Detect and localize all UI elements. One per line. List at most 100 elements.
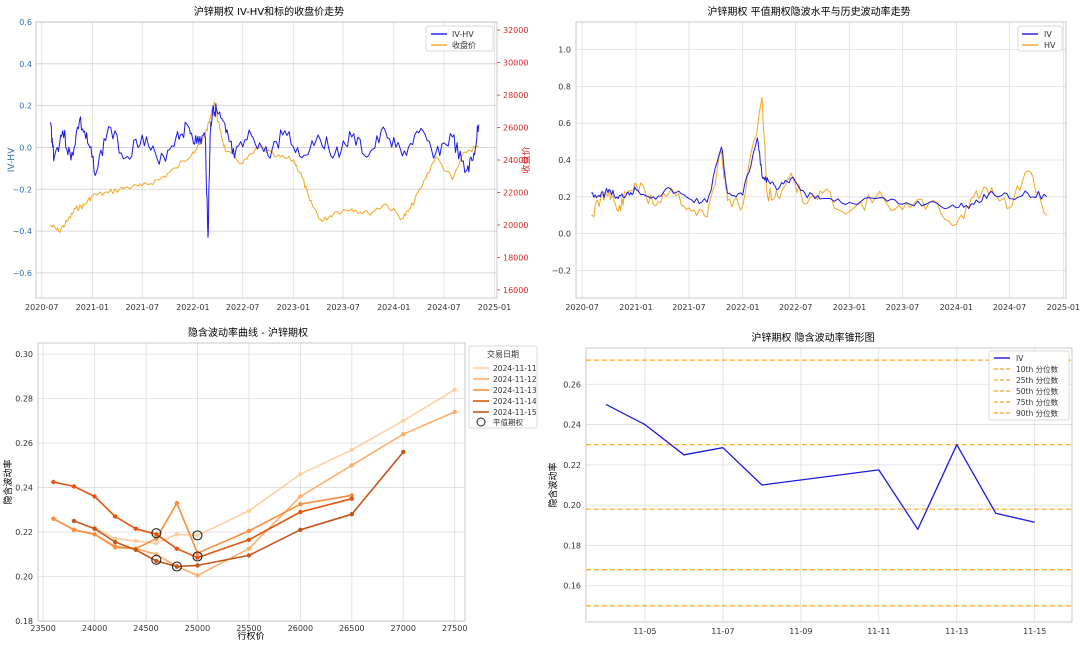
x-tick-label: 2023-07 [886, 303, 919, 312]
x-tick-label: 2025-01 [1047, 303, 1080, 312]
y2-tick-label: 26000 [503, 124, 528, 133]
x-tick-label: 2024-01 [940, 303, 973, 312]
smile-point [174, 532, 180, 537]
y2-tick-labels: 16000 18000 20000 22000 24000 26000 28000 30000… [503, 26, 528, 295]
x-tick-label: 2020-07 [25, 303, 58, 312]
x-tick-label: 2024-07 [427, 303, 460, 312]
smile-point [349, 496, 355, 501]
smile-point [246, 553, 252, 558]
x-tick-label: 2023-01 [833, 303, 866, 312]
legend-label: 2024-11-12 [493, 375, 537, 384]
series-lines [586, 359, 1072, 607]
smile-point [92, 526, 97, 531]
x-tick-label: 2021-07 [126, 303, 159, 312]
y2-tick-label: 28000 [503, 91, 528, 100]
y-tick-label: 0.2 [19, 102, 32, 111]
legend-label: 2024-11-13 [493, 386, 537, 395]
x-tick-label: 2021-07 [672, 303, 705, 312]
chart-title: 沪锌期权 平值期权隐波水平与历史波动率走势 [707, 5, 910, 18]
x-tick-labels: 23500 24000 24500 25000 25500 26000 26500 27000… [30, 624, 467, 633]
y-tick-label: 0.18 [15, 617, 33, 626]
smile-point [112, 536, 118, 541]
y-tick-label: 0.6 [558, 119, 571, 128]
y-tick-label: 1.0 [558, 46, 571, 55]
smile-point [349, 493, 355, 498]
y-tick-labels: 0.16 0.18 0.20 0.22 0.24 0.26 [563, 380, 581, 590]
legend-label: IV [1044, 30, 1052, 39]
x-tick-labels: 2020-07 2021-01 2021-07 2022-01 2022-07 2023-… [565, 303, 1080, 312]
x-axis-label: 行权价 [237, 630, 264, 642]
y-tick-label: 0.0 [19, 143, 32, 152]
y-tick-label: 0.8 [558, 82, 571, 91]
legend-label: 收盘价 [452, 40, 476, 50]
legend-label: 2024-11-11 [493, 364, 537, 373]
legend-label: 90th 分位数 [1016, 408, 1059, 418]
series-line-iv [591, 137, 1048, 210]
x-tick-label: 24500 [133, 624, 158, 633]
y-tick-label: 0.16 [563, 582, 581, 591]
smile-point [452, 387, 457, 392]
y-tick-label: 0.24 [15, 484, 33, 493]
smile-point [51, 516, 56, 521]
legend-title: 交易日期 [487, 349, 519, 359]
x-tick-label: 2022-07 [779, 303, 812, 312]
x-tick-labels: 2020-07 2021-01 2021-07 2022-01 2022-07 2023-… [25, 303, 511, 312]
grid [36, 21, 500, 298]
x-tick-label: 2023-01 [277, 303, 310, 312]
plot-frame [575, 21, 1067, 299]
x-tick-label: 2024-07 [993, 303, 1026, 312]
grid [576, 22, 1066, 298]
legend-box [468, 345, 538, 429]
x-tick-label: 11-11 [867, 627, 890, 636]
x-tick-label: 2022-01 [726, 303, 759, 312]
x-tick-label: 2022-07 [226, 303, 259, 312]
y2-tick-label: 24000 [503, 156, 528, 165]
iv-line [605, 403, 1035, 530]
smile-point [195, 563, 200, 568]
legend-label: 2024-11-14 [493, 397, 537, 406]
y-tick-label: 0.26 [563, 380, 581, 389]
chart-title: 沪锌期权 隐含波动率锥形图 [751, 331, 874, 344]
smile-point [71, 484, 77, 489]
smile-point [71, 518, 77, 524]
y-tick-label: 0.20 [563, 501, 581, 510]
x-tick-label: 2025-01 [478, 303, 511, 312]
x-tick-label: 2024-01 [377, 303, 410, 312]
smile-point [174, 500, 180, 506]
chart-title: 沪锌期权 IV-HV和标的收盘价走势 [194, 5, 344, 18]
smile-point [298, 472, 303, 477]
y-tick-label: 0.6 [19, 18, 32, 27]
smile-point [246, 537, 252, 543]
smile-point [195, 555, 200, 560]
y-tick-labels: −0.6 −0.4 −0.2 0.0 0.2 0.4 0.6 [13, 18, 32, 278]
x-tick-labels: 11-05 11-07 11-09 11-11 11-13 11-15 [633, 627, 1046, 636]
y-tick-label: 0.2 [558, 193, 571, 202]
y-axis-label: IV-HV [7, 147, 17, 172]
y2-tick-label: 32000 [503, 26, 528, 35]
legend-label: IV [1016, 354, 1024, 363]
smile-point [51, 479, 56, 485]
smile-point [133, 547, 138, 553]
smile-point [298, 494, 303, 499]
smile-point [401, 431, 406, 437]
smile-point [246, 508, 252, 514]
x-tick-label: 11-07 [711, 627, 734, 636]
series-line-hv [591, 96, 1048, 227]
x-tick-label: 11-15 [1023, 627, 1046, 636]
smile-point [71, 527, 77, 533]
smile-point [195, 533, 200, 538]
x-tick-label: 27500 [442, 624, 467, 633]
smile-point [112, 539, 118, 545]
smile-point [401, 418, 406, 424]
atm-marker [171, 561, 182, 572]
smile-point [349, 512, 355, 517]
smile-point [246, 546, 252, 551]
legend-label: 25th 分位数 [1016, 375, 1059, 385]
y-tick-label: 0.0 [558, 230, 571, 239]
smile-point [154, 540, 159, 546]
x-tick-label: 2022-01 [176, 303, 209, 312]
y-tick-label: 0.4 [558, 156, 571, 165]
